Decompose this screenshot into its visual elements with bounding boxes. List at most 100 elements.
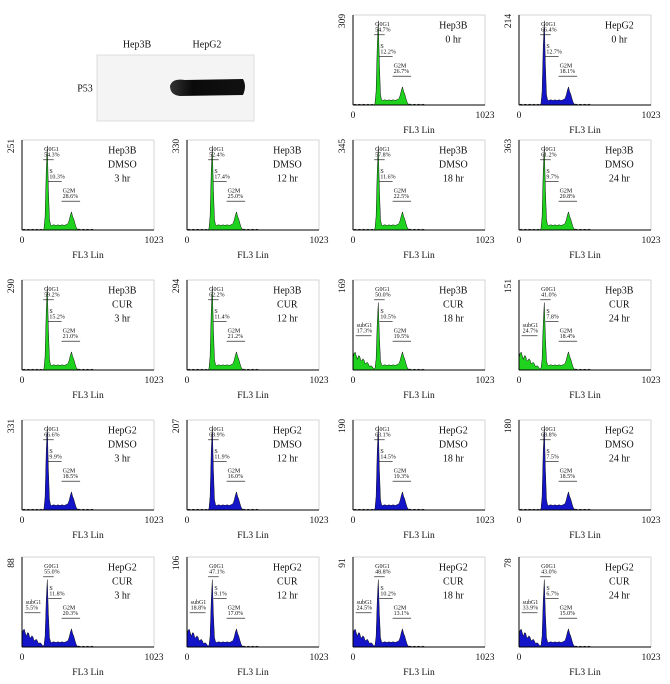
gate-name: G0G1: [375, 147, 390, 153]
gate-name: S: [546, 44, 549, 50]
panel-label: Hep3B: [108, 145, 137, 156]
x-tick-label: 1023: [642, 653, 661, 663]
lane-label: HepG2: [193, 39, 222, 50]
panel-label: DMSO: [605, 439, 634, 450]
panel-label: 24 hr: [609, 173, 631, 184]
x-tick-label: 0: [351, 111, 356, 121]
x-tick-label: 0: [185, 516, 190, 526]
panel-label: Hep3B: [439, 20, 468, 31]
y-max-label: 180: [504, 419, 514, 434]
gate-percent: 55.0%: [44, 570, 60, 576]
gate-name: G2M: [394, 64, 407, 70]
y-max-label: 251: [7, 139, 17, 154]
y-max-label: 78: [504, 558, 514, 568]
x-tick-label: 1023: [145, 236, 164, 246]
gate-name: S: [380, 586, 383, 592]
gate-percent: 15.2%: [49, 314, 65, 320]
gate-name: G2M: [228, 469, 241, 475]
panel-label: CUR: [443, 299, 464, 310]
gate-percent: 10.5%: [380, 314, 396, 320]
gate-percent: 41.0%: [541, 293, 557, 299]
panel-label: HepG2: [273, 425, 302, 436]
panel-label: DMSO: [273, 159, 302, 170]
histogram: [352, 302, 486, 371]
x-tick-label: 0: [185, 653, 190, 663]
gate-percent: 21.0%: [63, 334, 79, 340]
gate-percent: 18.5%: [560, 474, 576, 480]
gate-name: S: [214, 169, 217, 175]
gate-percent: 57.8%: [375, 153, 391, 159]
histogram: [21, 285, 155, 371]
gate-percent: 11.4%: [214, 314, 229, 320]
panel-label: 18 hr: [443, 453, 465, 464]
y-max-label: 294: [172, 279, 182, 294]
gate-name: G2M: [560, 64, 573, 70]
gate-name: G2M: [560, 469, 573, 475]
gate-percent: 9.1%: [214, 591, 227, 597]
gate-name: G2M: [228, 329, 241, 335]
x-axis-title: FL3 Lin: [72, 391, 104, 401]
x-tick-label: 1023: [642, 376, 661, 386]
gate-name: G2M: [394, 189, 407, 195]
x-tick-label: 0: [351, 516, 356, 526]
x-tick-label: 0: [185, 236, 190, 246]
gate-name: S: [214, 449, 217, 455]
x-axis-title: FL3 Lin: [569, 126, 601, 136]
gate-percent: 22.5%: [394, 194, 410, 200]
gate-name: G2M: [394, 329, 407, 335]
protein-label: P53: [77, 83, 93, 94]
gate-name: G2M: [63, 329, 76, 335]
y-max-label: 207: [172, 419, 182, 434]
panel-label: CUR: [112, 299, 133, 310]
panel-label: CUR: [443, 576, 464, 587]
gate-percent: 7.8%: [546, 314, 559, 320]
panel-label: Hep3B: [273, 145, 302, 156]
x-axis-title: FL3 Lin: [403, 668, 435, 678]
panel-label: 3 hr: [114, 173, 131, 184]
gate-name: S: [49, 586, 52, 592]
y-max-label: 151: [504, 279, 514, 294]
gate-percent: 11.6%: [380, 174, 395, 180]
gate-percent: 24.5%: [357, 606, 373, 612]
gate-percent: 20.8%: [560, 194, 576, 200]
gate-name: S: [380, 309, 383, 315]
x-tick-label: 1023: [145, 516, 164, 526]
gate-name: G2M: [63, 469, 76, 475]
gate-percent: 19.3%: [394, 474, 410, 480]
x-tick-label: 0: [20, 516, 25, 526]
panel-label: DMSO: [108, 439, 137, 450]
panel-label: 0 hr: [611, 34, 628, 45]
gate-name: S: [546, 449, 549, 455]
panel-label: 18 hr: [443, 313, 465, 324]
gate-percent: 68.8%: [541, 433, 557, 439]
histogram: [186, 285, 320, 371]
x-tick-label: 0: [20, 653, 25, 663]
x-tick-label: 0: [351, 653, 356, 663]
panel-label: HepG2: [605, 20, 634, 31]
panel-label: CUR: [277, 299, 298, 310]
panel-label: DMSO: [439, 159, 468, 170]
gate-percent: 28.6%: [63, 194, 79, 200]
gate-percent: 52.4%: [209, 153, 225, 159]
panel-label: 18 hr: [443, 173, 465, 184]
x-axis-title: FL3 Lin: [569, 531, 601, 541]
panel-label: 3 hr: [114, 590, 131, 601]
gate-name: G0G1: [44, 147, 59, 153]
x-axis-title: FL3 Lin: [403, 391, 435, 401]
panel-label: DMSO: [273, 439, 302, 450]
gate-percent: 18.5%: [63, 474, 79, 480]
x-tick-label: 1023: [145, 653, 164, 663]
gate-name: G2M: [560, 189, 573, 195]
x-axis-title: FL3 Lin: [72, 668, 104, 678]
gate-name: G0G1: [209, 564, 224, 570]
y-max-label: 169: [338, 279, 348, 294]
x-tick-label: 0: [517, 376, 522, 386]
gate-percent: 17.0%: [228, 611, 244, 617]
gate-name: G0G1: [375, 287, 390, 293]
gate-name: G2M: [63, 606, 76, 612]
gate-name: G0G1: [44, 287, 59, 293]
panel-label: HepG2: [273, 562, 302, 573]
gate-name: S: [49, 449, 52, 455]
x-tick-label: 0: [517, 111, 522, 121]
gate-percent: 12.2%: [380, 49, 396, 55]
